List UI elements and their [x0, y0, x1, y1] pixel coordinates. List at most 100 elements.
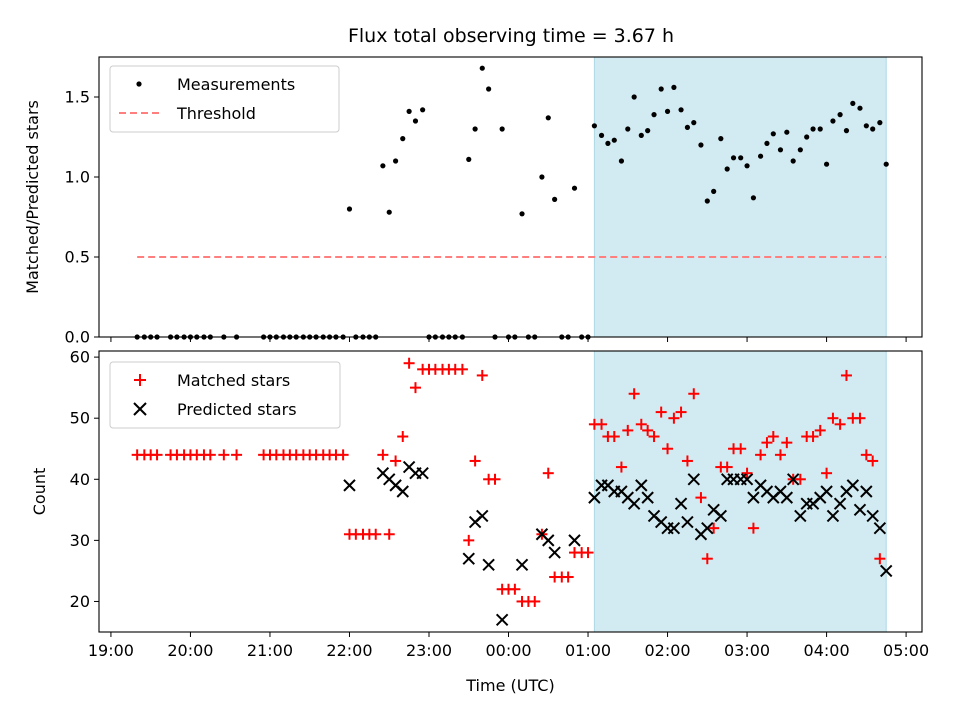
- matched-stars-point: [204, 449, 216, 461]
- predicted-stars-point: [687, 473, 700, 486]
- matched-stars-point: [695, 492, 707, 504]
- matched-stars-point: [662, 443, 674, 455]
- y-tick-label: 50: [70, 409, 90, 428]
- measurement-point: [744, 163, 750, 169]
- predicted-stars-point: [701, 521, 714, 535]
- legend-matched-label: Matched stars: [177, 371, 290, 390]
- matched-stars-point: [409, 382, 421, 394]
- x-tick-label: 00:00: [485, 641, 531, 660]
- x-tick-label: 01:00: [565, 641, 611, 660]
- x-tick-label: 22:00: [326, 641, 372, 660]
- measurement-point: [738, 155, 744, 161]
- measurement-point: [420, 107, 426, 113]
- predicted-stars-point: [588, 491, 601, 504]
- measurement-point: [412, 118, 419, 124]
- predicted-stars-point: [515, 558, 529, 572]
- x-tick-label: 04:00: [804, 641, 850, 660]
- measurement-point: [764, 140, 770, 146]
- legend-matched-marker: [134, 374, 146, 386]
- measurement-point: [671, 84, 677, 90]
- matched-stars-point: [767, 431, 779, 443]
- matched-stars-point: [741, 467, 753, 479]
- y-tick-label: 30: [70, 531, 90, 550]
- matched-stars-point: [469, 455, 481, 467]
- measurement-point: [638, 132, 644, 138]
- matched-stars-point: [747, 522, 759, 534]
- measurement-point: [857, 105, 863, 111]
- legend-measurements-label: Measurements: [177, 75, 295, 94]
- bottom-axes-frame: [98, 350, 923, 633]
- measurement-point: [777, 147, 784, 153]
- bottom-x-ticks: 19:00 20:00 21:00 22:00 23:00 00:00 01:00 02:00…: [88, 632, 929, 660]
- matched-stars-point: [370, 528, 382, 540]
- matched-stars-point: [463, 534, 475, 546]
- measurement-point: [784, 129, 790, 135]
- measurement-point: [472, 126, 478, 132]
- matched-stars-point: [854, 412, 866, 424]
- bottom-legend-box: [109, 361, 341, 429]
- predicted-stars-point: [866, 509, 879, 523]
- matched-stars-point: [562, 571, 574, 583]
- measurement-point: [406, 108, 412, 114]
- top-y-axis-label: Matched/Predicted stars: [23, 100, 42, 294]
- matched-stars-point: [761, 437, 773, 449]
- top-legend-box: [109, 65, 340, 133]
- matched-stars-point: [774, 449, 786, 461]
- measurement-point: [625, 126, 631, 132]
- matched-stars-point: [827, 412, 839, 424]
- predicted-stars-point: [833, 497, 847, 510]
- predicted-stars-point: [674, 497, 688, 510]
- y-tick-label: 20: [70, 592, 90, 611]
- measurement-point: [605, 140, 611, 146]
- measurement-point: [718, 136, 724, 142]
- matched-stars-point: [648, 431, 660, 443]
- matched-stars-point: [403, 357, 415, 369]
- predicted-stars-point: [780, 491, 794, 504]
- measurement-point: [631, 94, 637, 100]
- predicted-stars-point: [873, 521, 887, 535]
- chart-title: Flux total observing time = 3.67 h: [348, 25, 674, 47]
- predicted-stars-point: [568, 534, 581, 547]
- measurement-point: [392, 158, 399, 164]
- predicted-stars-point: [641, 491, 654, 504]
- x-tick-label: 23:00: [406, 641, 452, 660]
- top-x-ticks: [110, 337, 907, 342]
- matched-stars-point: [701, 553, 713, 565]
- predicted-stars-point: [681, 515, 694, 529]
- matched-stars-point: [814, 424, 826, 436]
- measurement-point: [770, 131, 776, 137]
- measurement-point: [883, 161, 889, 167]
- bottom-y-ticks: 20 30 40 50 60: [70, 348, 99, 611]
- predicted-stars-point: [343, 479, 356, 492]
- measurement-point: [591, 123, 597, 129]
- measurement-point: [571, 185, 578, 191]
- top-y-ticks: 0.0 0.5 1.0 1.5: [65, 88, 99, 347]
- matched-stars-point: [582, 547, 594, 559]
- measurement-point: [757, 153, 764, 159]
- top-panel: 0.0 0.5 1.0 1.5 Matched/Predicted stars Mea…: [23, 56, 923, 347]
- measurement-point: [724, 166, 730, 172]
- y-tick-label: 1.5: [65, 88, 90, 107]
- x-tick-label: 02:00: [644, 641, 690, 660]
- measurement-point: [386, 209, 392, 215]
- measurement-point: [797, 147, 803, 153]
- measurement-point: [863, 123, 869, 129]
- matched-stars-point: [509, 583, 521, 595]
- matched-stars-point: [456, 363, 468, 375]
- measurement-point: [843, 128, 850, 134]
- measurement-point: [486, 86, 492, 92]
- measurement-point: [611, 137, 617, 143]
- measurement-point: [380, 163, 386, 169]
- predicted-stars-point: [794, 509, 807, 523]
- measurement-point: [519, 211, 525, 217]
- predicted-stars-point: [786, 473, 800, 486]
- predicted-stars-point: [740, 473, 754, 486]
- predicted-stars-point: [826, 509, 840, 523]
- measurement-point: [837, 112, 843, 118]
- measurement-point: [704, 198, 710, 204]
- measurement-point: [651, 112, 657, 118]
- matched-stars-point: [708, 522, 720, 534]
- measurement-point: [698, 142, 704, 148]
- measurement-point: [479, 65, 485, 71]
- matched-stars-point: [721, 461, 733, 473]
